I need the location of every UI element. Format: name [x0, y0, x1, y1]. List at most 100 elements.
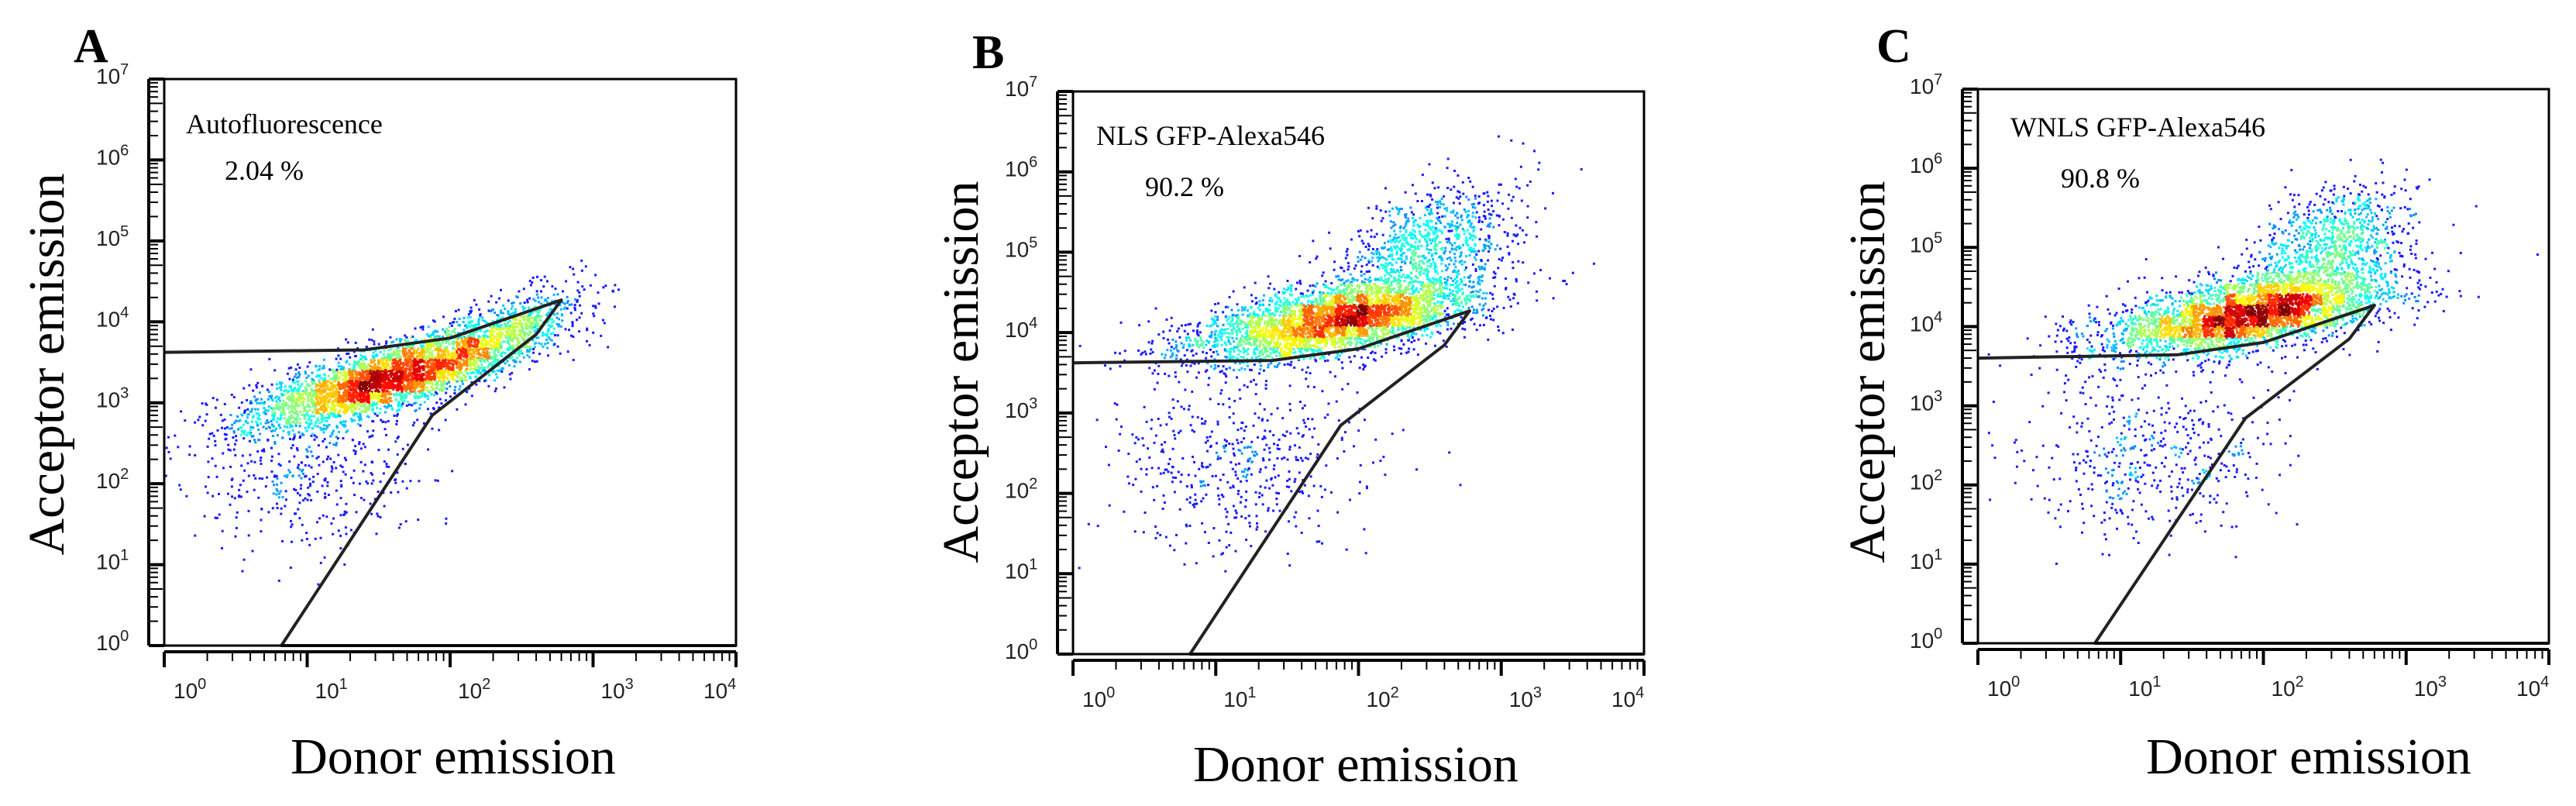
data-point [246, 431, 249, 434]
data-point [387, 359, 390, 362]
data-point [454, 348, 457, 351]
data-point [467, 358, 470, 361]
data-point [229, 465, 232, 468]
data-point [1401, 318, 1405, 321]
data-point [315, 436, 318, 439]
data-point [438, 367, 441, 370]
data-point [408, 391, 411, 394]
data-point [403, 400, 406, 403]
data-point [284, 505, 287, 508]
data-point [555, 322, 559, 326]
data-point [397, 375, 400, 378]
data-point [240, 401, 243, 404]
data-point [292, 389, 295, 392]
data-point [301, 390, 304, 393]
data-point [313, 434, 316, 437]
data-point [342, 470, 345, 474]
panel-letter: B [972, 26, 1004, 79]
data-point [272, 416, 275, 419]
data-point [288, 397, 291, 400]
data-point [566, 307, 569, 310]
data-point [503, 386, 506, 389]
data-point [288, 411, 291, 414]
data-point [451, 470, 454, 473]
data-point [436, 356, 439, 360]
data-point [464, 370, 467, 373]
data-point [332, 384, 334, 387]
data-point [467, 313, 470, 316]
data-point [544, 343, 547, 346]
data-point [517, 337, 520, 340]
data-point [301, 432, 304, 436]
data-point [349, 382, 352, 384]
data-point [323, 419, 326, 422]
data-point [479, 347, 482, 350]
data-point [362, 371, 365, 374]
data-point [327, 455, 330, 458]
data-point [562, 308, 566, 310]
data-point [294, 401, 297, 405]
data-point [353, 449, 356, 452]
data-point [435, 391, 438, 394]
data-point [279, 399, 281, 402]
data-point [338, 412, 340, 415]
data-point [369, 364, 372, 367]
data-point [318, 403, 321, 406]
data-point [325, 380, 328, 383]
data-point [484, 351, 487, 354]
data-point [436, 381, 439, 384]
data-point [372, 351, 375, 354]
data-point [490, 339, 494, 343]
data-point [475, 361, 478, 364]
data-point [496, 338, 499, 341]
data-point [276, 483, 278, 486]
data-point [383, 384, 387, 388]
data-point [495, 354, 498, 357]
data-point [1298, 344, 1302, 346]
data-point [385, 358, 388, 361]
data-point [359, 415, 362, 418]
data-point [343, 512, 346, 515]
data-point [421, 347, 425, 350]
data-point [456, 321, 459, 324]
data-point [460, 363, 463, 366]
data-point [255, 420, 258, 423]
data-point [323, 373, 326, 376]
data-point [537, 336, 540, 339]
data-point [424, 365, 427, 368]
data-point [376, 377, 379, 380]
data-point [342, 371, 346, 374]
data-point [466, 364, 469, 367]
data-point [475, 347, 478, 350]
data-point [498, 297, 500, 300]
data-point [583, 288, 586, 291]
data-point [238, 494, 241, 498]
data-point [466, 338, 469, 341]
data-point [404, 376, 407, 378]
data-point [321, 389, 324, 392]
data-point [205, 485, 207, 488]
data-point [332, 384, 335, 388]
data-point [547, 354, 550, 357]
data-point [423, 360, 426, 363]
data-point [374, 390, 377, 392]
data-point [566, 295, 569, 298]
data-point [451, 377, 454, 381]
data-point [426, 347, 428, 350]
data-point [527, 337, 529, 340]
data-point [538, 310, 541, 313]
data-point [482, 351, 485, 354]
data-point [383, 380, 387, 383]
data-point [467, 350, 470, 353]
data-point [382, 358, 385, 361]
data-point [386, 400, 388, 402]
data-point [412, 366, 415, 369]
data-point [1264, 315, 1267, 318]
data-point [531, 311, 535, 314]
data-point [419, 395, 422, 398]
data-point [346, 409, 349, 412]
data-point [292, 399, 295, 402]
data-point [238, 406, 241, 409]
data-point [410, 359, 413, 362]
data-point [359, 414, 362, 417]
